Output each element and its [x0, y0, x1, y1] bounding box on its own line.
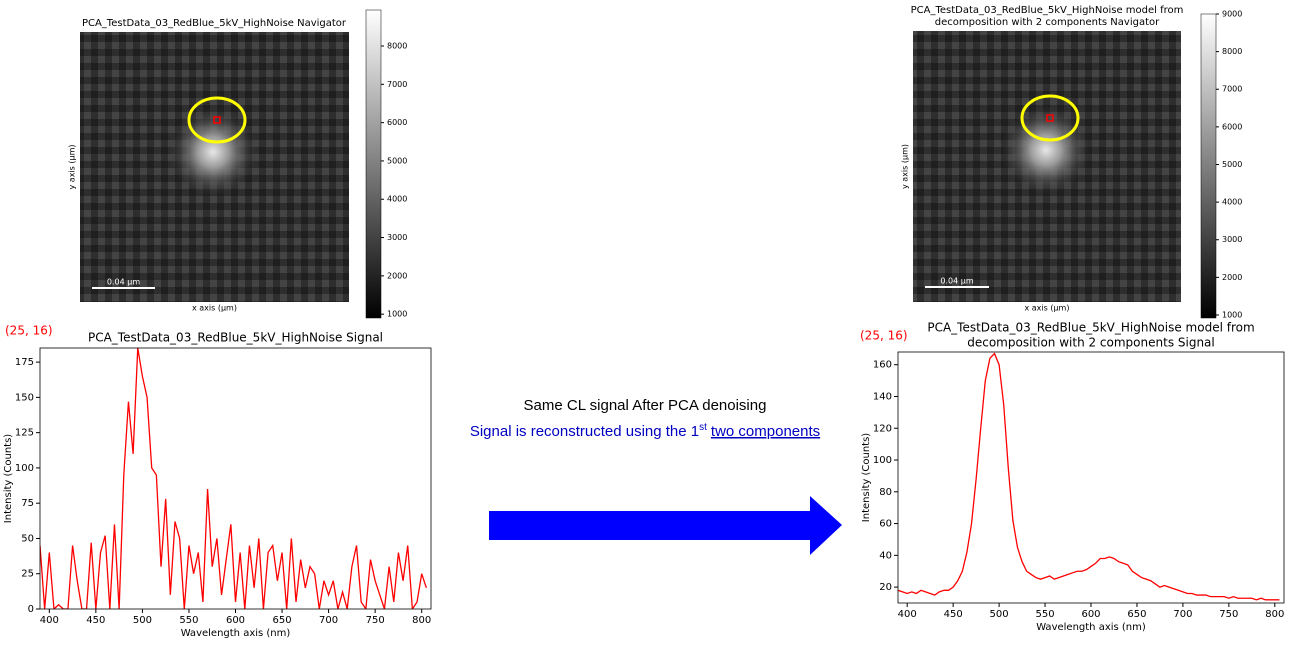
- colorbar-tick-label: 1000: [387, 310, 407, 319]
- y-tick-label: 20: [879, 582, 892, 593]
- y-tick-label: 100: [873, 455, 892, 466]
- y-tick-label: 80: [879, 487, 892, 498]
- plot-frame: [897, 351, 1285, 604]
- y-tick-label: 25: [21, 569, 34, 580]
- colorbar-tick-label: 3000: [1222, 235, 1242, 244]
- navigator-title: PCA_TestData_03_RedBlue_5kV_HighNoise mo…: [911, 5, 1184, 16]
- x-tick-label: 650: [273, 615, 292, 626]
- navigator-title: decomposition with 2 components Navigato…: [935, 17, 1160, 28]
- pointer: [213, 116, 221, 124]
- x-tick-label: 450: [86, 615, 105, 626]
- y-tick-label: 40: [879, 550, 892, 561]
- colorbar-tick-label: 7000: [387, 80, 407, 89]
- x-tick-label: 550: [179, 615, 198, 626]
- y-tick-label: 60: [879, 519, 892, 530]
- x-tick-label: 450: [944, 609, 963, 620]
- text: Signal is reconstructed using the 1: [470, 423, 699, 440]
- y-tick-label: 100: [15, 463, 34, 474]
- arrow: [489, 496, 842, 555]
- colorbar-tick-label: 5000: [1222, 160, 1242, 169]
- y-axis-label: y axis (µm): [68, 145, 77, 190]
- colorbar-tick-label: 1000: [1222, 310, 1242, 319]
- colorbar-tick-label: 5000: [387, 156, 407, 165]
- x-axis-label: x axis (µm): [192, 304, 237, 313]
- x-tick-label: 800: [1265, 609, 1284, 620]
- colorbar-tick-label: 2000: [1222, 273, 1242, 282]
- y-tick-label: 140: [873, 391, 892, 402]
- pointer: [1046, 114, 1054, 122]
- x-tick-label: 700: [1173, 609, 1192, 620]
- colorbar-tick-label: 8000: [387, 42, 407, 51]
- x-tick-label: 650: [1127, 609, 1146, 620]
- colorbar-tick-label: 4000: [387, 195, 407, 204]
- x-tick-label: 750: [366, 615, 385, 626]
- colorbar-tick-label: 2000: [387, 271, 407, 280]
- underlined: two components: [711, 423, 820, 440]
- x-tick-label: 400: [40, 615, 59, 626]
- x-tick-label: 600: [226, 615, 245, 626]
- x-axis-label: Wavelength axis (nm): [181, 628, 291, 639]
- y-tick-label: 120: [873, 423, 892, 434]
- middle-blue-text: Signal is reconstructed using the 1st two…: [470, 422, 820, 440]
- x-tick-label: 500: [133, 615, 152, 626]
- colorbar: [1200, 13, 1217, 319]
- y-axis-label: Intensity (Counts): [3, 434, 14, 524]
- colorbar-tick-label: 8000: [1222, 47, 1242, 56]
- coordinates: (25, 16): [5, 324, 53, 338]
- colorbar: [365, 9, 382, 319]
- colorbar-tick-label: 6000: [387, 118, 407, 127]
- colorbar-tick-label: 6000: [1222, 122, 1242, 131]
- scale-bar-label: 0.04 µm: [107, 278, 140, 287]
- colorbar-tick-label: 4000: [1222, 198, 1242, 207]
- signal-line: [898, 352, 1280, 601]
- roi-ellipse: [187, 96, 247, 144]
- y-axis-label: y axis (µm): [901, 144, 910, 189]
- x-tick-label: 550: [1036, 609, 1055, 620]
- y-tick-label: 150: [15, 392, 34, 403]
- scale-bar-label: 0.04 µm: [940, 277, 973, 286]
- middle-text: Same CL signal After PCA denoising: [524, 397, 767, 414]
- y-tick-label: 0: [28, 604, 34, 615]
- x-tick-label: 700: [319, 615, 338, 626]
- y-tick-label: 125: [15, 428, 34, 439]
- chart-title: PCA_TestData_03_RedBlue_5kV_HighNoise mo…: [927, 321, 1254, 335]
- y-tick-label: 50: [21, 533, 34, 544]
- x-axis-label: x axis (µm): [1025, 304, 1070, 313]
- chart-title: PCA_TestData_03_RedBlue_5kV_HighNoise Si…: [88, 331, 383, 345]
- x-tick-label: 600: [1081, 609, 1100, 620]
- coordinates: (25, 16): [860, 329, 908, 343]
- y-tick-label: 75: [21, 498, 34, 509]
- colorbar-tick-label: 9000: [1222, 10, 1242, 19]
- x-tick-label: 500: [990, 609, 1009, 620]
- x-tick-label: 800: [412, 615, 431, 626]
- signal-line: [40, 348, 427, 609]
- y-axis-label: Intensity (Counts): [861, 433, 872, 523]
- navigator-title: PCA_TestData_03_RedBlue_5kV_HighNoise Na…: [82, 18, 347, 29]
- x-tick-label: 750: [1219, 609, 1238, 620]
- colorbar-tick-label: 7000: [1222, 85, 1242, 94]
- x-tick-label: 400: [898, 609, 917, 620]
- y-tick-label: 175: [15, 357, 34, 368]
- y-tick-label: 160: [873, 360, 892, 371]
- colorbar-tick-label: 3000: [387, 233, 407, 242]
- superscript: st: [699, 422, 707, 433]
- x-axis-label: Wavelength axis (nm): [1036, 622, 1146, 633]
- chart-title: decomposition with 2 components Signal: [967, 336, 1215, 350]
- roi-ellipse: [1020, 94, 1080, 142]
